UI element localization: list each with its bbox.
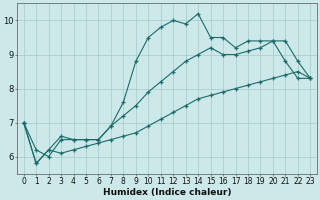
X-axis label: Humidex (Indice chaleur): Humidex (Indice chaleur) xyxy=(103,188,231,197)
